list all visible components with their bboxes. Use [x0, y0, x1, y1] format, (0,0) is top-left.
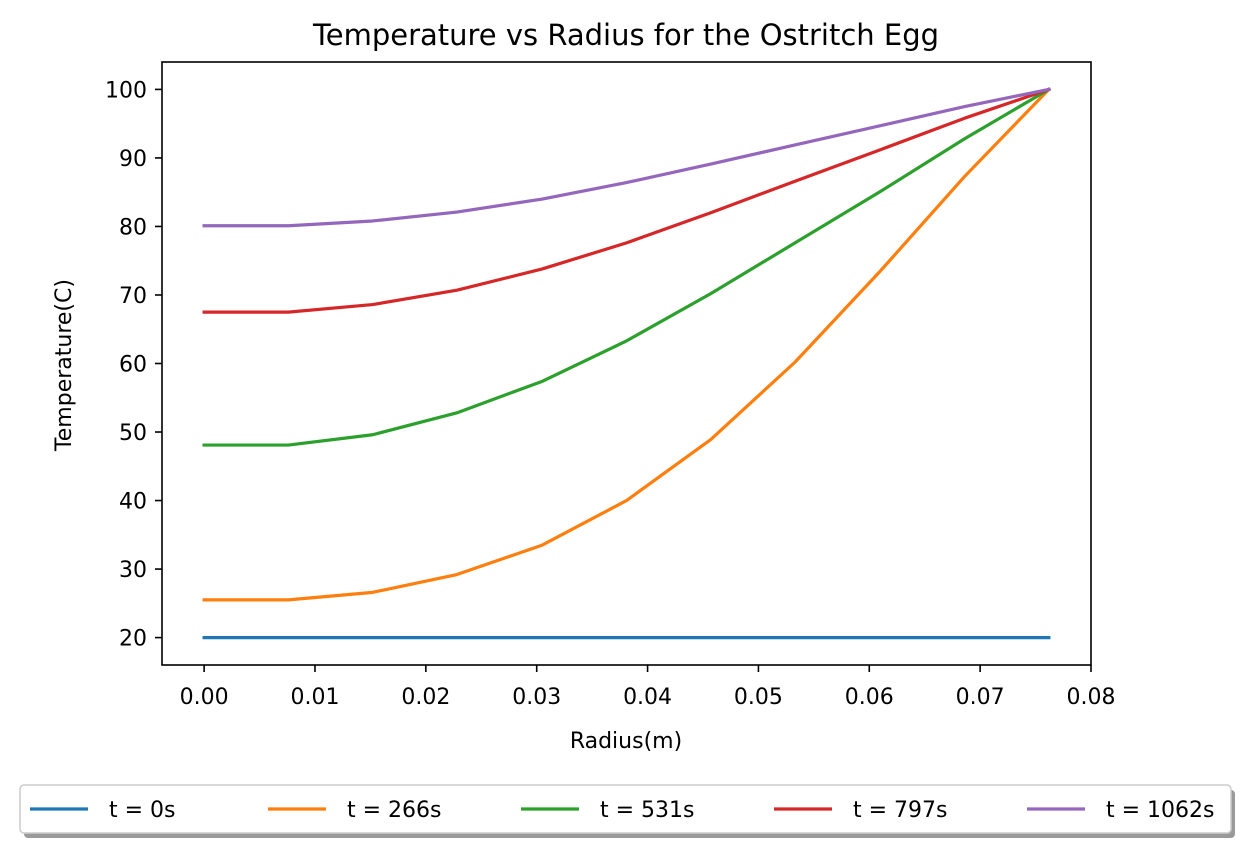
x-tick-label: 0.03 [512, 685, 561, 710]
y-tick-label: 40 [119, 490, 147, 515]
legend: t = 0s t = 266s t = 531s t = 797s t = 1062s [19, 784, 1235, 838]
y-tick-label: 70 [119, 284, 147, 309]
x-tick-label: 0.05 [734, 685, 783, 710]
x-tick-label: 0.01 [290, 685, 339, 710]
y-tick-label: 90 [119, 147, 147, 172]
legend-label-4: t = 1062s [1106, 798, 1215, 823]
series-line-2 [202, 87, 1052, 447]
plot-frame [161, 61, 1092, 666]
legend-label-0: t = 0s [109, 798, 176, 823]
x-tick-label: 0.08 [1067, 685, 1116, 710]
x-tick-label: 0.00 [180, 685, 229, 710]
plot-area: 0.00 0.01 0.02 0.03 0.04 0.05 0.06 0.07 0.08 20 30… [105, 61, 1116, 710]
y-tick-label: 20 [119, 627, 147, 652]
x-tick-label: 0.02 [401, 685, 450, 710]
x-tick-label: 0.04 [623, 685, 672, 710]
x-tick-label: 0.06 [845, 685, 894, 710]
y-tick-label: 60 [119, 353, 147, 378]
y-tick-label: 30 [119, 558, 147, 583]
x-axis-label: Radius(m) [570, 729, 682, 754]
series-line-3 [202, 87, 1051, 314]
legend-label-1: t = 266s [347, 798, 442, 823]
series-line-4 [202, 87, 1051, 228]
legend-label-2: t = 531s [600, 798, 695, 823]
legend-box [19, 784, 1232, 834]
y-tick-label: 50 [119, 421, 147, 446]
y-tick-label: 100 [105, 78, 147, 103]
series-line-1 [202, 87, 1052, 602]
y-tick-label: 80 [119, 215, 147, 240]
legend-label-3: t = 797s [853, 798, 948, 823]
x-tick-label: 0.07 [956, 685, 1005, 710]
y-axis-label: Temperature(C) [52, 279, 77, 452]
chart-title: Temperature vs Radius for the Ostritch E… [312, 18, 939, 52]
